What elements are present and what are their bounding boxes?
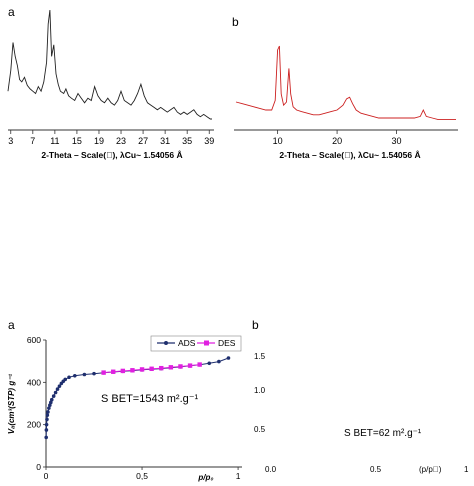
iso-a-ads-point bbox=[217, 359, 221, 364]
iso-a-ytick-label: 400 bbox=[27, 377, 41, 387]
iso-b-ytick-label-1: 1.0 bbox=[254, 386, 266, 395]
xrd-a-xtick-label: 27 bbox=[138, 136, 148, 146]
iso-a-tick-group: 0 200 400 600 0 0,5 1 bbox=[27, 335, 241, 481]
xrd-a-xtick-label: 31 bbox=[160, 136, 170, 146]
iso-a-ads-point bbox=[48, 403, 52, 407]
iso-b-ytick-label-2: 0.5 bbox=[254, 425, 266, 434]
panel-letter-iso-b: b bbox=[252, 318, 259, 332]
xrd-b-x-axis-label: 2-Theta – Scale( ), λCu~ 1.54056 Å bbox=[279, 150, 420, 160]
xrd-a-x-axis-label: 2-Theta – Scale( ), λCu~ 1.54056 Å bbox=[41, 150, 182, 160]
iso-a-ads-point bbox=[44, 435, 48, 440]
xrd-b-xtick-label: 20 bbox=[332, 136, 342, 146]
iso-a-xtick-label: 0 bbox=[44, 471, 49, 481]
iso-a-ads-point bbox=[51, 394, 56, 398]
iso-a-legend-des-label: DES bbox=[218, 338, 236, 348]
iso-a-legend-des-marker bbox=[204, 340, 209, 346]
iso-a-ads-point bbox=[92, 371, 96, 376]
iso-a-des-point bbox=[101, 370, 106, 375]
iso-a-des-point bbox=[178, 364, 183, 369]
iso-a-xtick-label: 1 bbox=[236, 471, 241, 481]
iso-a-legend: ADS DES bbox=[150, 335, 242, 352]
iso-a-xtick-label: 0,5 bbox=[136, 471, 148, 481]
iso-a-legend-box bbox=[150, 335, 242, 352]
iso-a-ads-point bbox=[44, 422, 49, 427]
xrd-a-xtick-label: 23 bbox=[116, 136, 126, 146]
iso-a-des-point bbox=[111, 369, 116, 374]
iso-b-ytick-label-0: 1.5 bbox=[254, 352, 266, 361]
iso-b-sbet-annotation: S BET=62 m².g⁻¹ bbox=[344, 428, 422, 439]
iso-a-des-point bbox=[187, 363, 193, 368]
iso-a-ads-point bbox=[45, 413, 50, 417]
iso-a-legend-ads-label: ADS bbox=[178, 338, 196, 348]
xrd-b-tick-group: 10 20 30 bbox=[273, 130, 402, 146]
xrd-a-xtick-label: 3 bbox=[8, 136, 13, 146]
panel-letter-iso-a: a bbox=[8, 318, 15, 332]
iso-a-ads-point bbox=[57, 384, 62, 388]
iso-a-ads-point bbox=[53, 390, 58, 395]
xrd-a-tick-group: 3 7 11 15 19 23 27 31 35 39 bbox=[8, 130, 214, 146]
iso-b-xtick-label-1: 0.5 bbox=[370, 465, 382, 474]
xrd-a-xtick-label: 11 bbox=[50, 136, 59, 146]
iso-a-ads-point bbox=[47, 406, 51, 410]
iso-a-des-point bbox=[159, 365, 164, 371]
xrd-b-xtick-label: 10 bbox=[273, 136, 283, 146]
iso-a-ads-point bbox=[55, 387, 60, 391]
iso-a-ytick-label: 0 bbox=[36, 462, 41, 472]
iso-a-series-group bbox=[44, 356, 231, 440]
isotherm-a: 0 200 400 600 0 0,5 1 Vₐ(cm³(STP) g⁻¹ p/p₀ S B… bbox=[7, 335, 242, 482]
iso-b-xtick-label-2: 1 bbox=[464, 465, 469, 474]
isotherm-b: 1.5 1.0 0.5 0.0 0.5 (p/p ) 1 S BET=62 m²… bbox=[254, 352, 469, 474]
iso-a-x-axis-label: p/p₀ bbox=[197, 473, 213, 482]
xrd-a-xtick-label: 15 bbox=[72, 136, 82, 146]
xrd-a-xtick-label: 39 bbox=[204, 136, 214, 146]
iso-a-ads-point bbox=[73, 373, 77, 378]
panel-letter-xrd-a: a bbox=[8, 5, 15, 19]
iso-a-ads-point bbox=[49, 397, 54, 402]
panel-letter-xrd-b: b bbox=[232, 15, 239, 29]
iso-a-des-point bbox=[149, 366, 154, 371]
xrd-pattern-a: 3 7 11 15 19 23 27 31 35 39 2-Theta – Scale( ), λ… bbox=[7, 9, 214, 160]
iso-a-ads-point bbox=[207, 361, 212, 366]
iso-b-xtick-label-0: 0.0 bbox=[265, 465, 277, 474]
iso-a-ytick-label: 600 bbox=[27, 335, 41, 345]
iso-a-ads-point bbox=[44, 428, 49, 432]
xrd-a-trace bbox=[7, 9, 212, 120]
iso-a-des-point bbox=[120, 368, 126, 374]
iso-a-ads-point bbox=[49, 400, 53, 405]
xrd-a-xtick-label: 35 bbox=[182, 136, 192, 146]
iso-a-ads-point bbox=[63, 377, 68, 382]
iso-a-legend-ads-marker bbox=[164, 341, 168, 345]
iso-a-ads-point bbox=[67, 375, 71, 380]
xrd-a-xtick-label: 19 bbox=[94, 136, 104, 146]
xrd-a-xtick-label: 7 bbox=[30, 136, 35, 146]
iso-a-ads-point bbox=[45, 417, 49, 422]
iso-a-des-point bbox=[168, 365, 174, 370]
iso-a-ads-point bbox=[226, 356, 231, 360]
iso-a-des-point bbox=[130, 368, 135, 373]
xrd-b-xtick-label: 30 bbox=[392, 136, 402, 146]
iso-a-sbet-annotation: S BET=1543 m².g⁻¹ bbox=[101, 393, 199, 405]
iso-a-des-point bbox=[139, 367, 145, 372]
iso-b-x-axis-label: (p/p ) bbox=[419, 465, 442, 474]
xrd-pattern-b: 10 20 30 2-Theta – Scale( ), λCu~ 1.54056 … bbox=[234, 45, 458, 160]
iso-a-ads-point bbox=[82, 372, 87, 377]
iso-a-ytick-label: 200 bbox=[27, 420, 41, 430]
iso-a-ads-point bbox=[46, 410, 50, 414]
iso-a-des-point bbox=[197, 362, 202, 367]
xrd-b-trace bbox=[235, 45, 456, 121]
iso-a-y-axis-label: Vₐ(cm³(STP) g⁻¹ bbox=[7, 374, 16, 435]
